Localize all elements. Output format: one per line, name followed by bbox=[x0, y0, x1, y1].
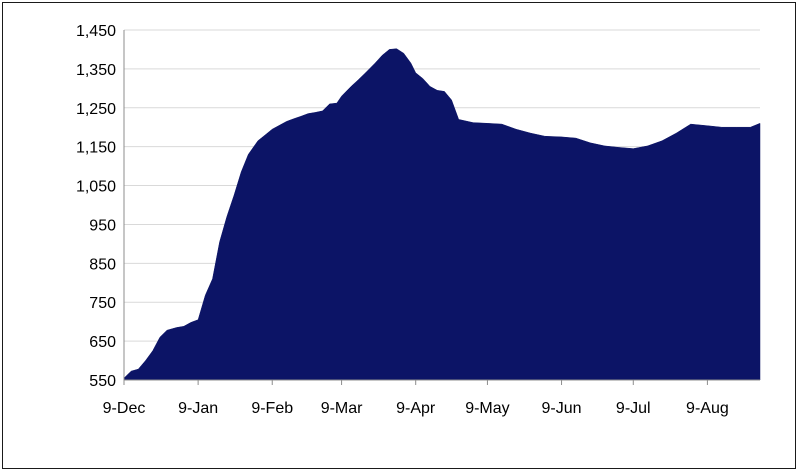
y-tick-label: 1,250 bbox=[76, 101, 116, 118]
x-tick-label: 9-Apr bbox=[396, 400, 436, 417]
x-axis-ticks: 9-Dec 9-Jan 9-Feb 9-Mar 9-Apr 9-May 9-Jun 9-Jul… bbox=[103, 400, 729, 417]
y-tick-label: 1,450 bbox=[76, 23, 116, 40]
y-tick-label: 1,150 bbox=[76, 140, 116, 157]
y-tick-label: 1,050 bbox=[76, 179, 116, 196]
x-tick-label: 9-Aug bbox=[686, 400, 729, 417]
series-area bbox=[123, 48, 761, 381]
plot-area bbox=[123, 48, 761, 381]
x-tick-label: 9-Jun bbox=[542, 400, 582, 417]
y-tick-label: 1,350 bbox=[76, 62, 116, 79]
x-tick-label: 9-May bbox=[465, 400, 509, 417]
x-tick-label: 9-Feb bbox=[251, 400, 293, 417]
y-tick-label: 850 bbox=[89, 256, 116, 273]
x-tick-label: 9-Jul bbox=[616, 400, 651, 417]
x-tick-label: 9-Jan bbox=[178, 400, 218, 417]
y-tick-label: 550 bbox=[89, 373, 116, 390]
x-tick-label: 9-Mar bbox=[321, 400, 363, 417]
y-axis-ticks: 550 650 750 850 950 1,050 1,150 1,250 1,350 1,450 bbox=[76, 23, 116, 390]
x-tick-label: 9-Dec bbox=[103, 400, 146, 417]
axes bbox=[123, 30, 760, 385]
y-tick-label: 950 bbox=[89, 217, 116, 234]
y-tick-label: 750 bbox=[89, 295, 116, 312]
y-tick-label: 650 bbox=[89, 334, 116, 351]
